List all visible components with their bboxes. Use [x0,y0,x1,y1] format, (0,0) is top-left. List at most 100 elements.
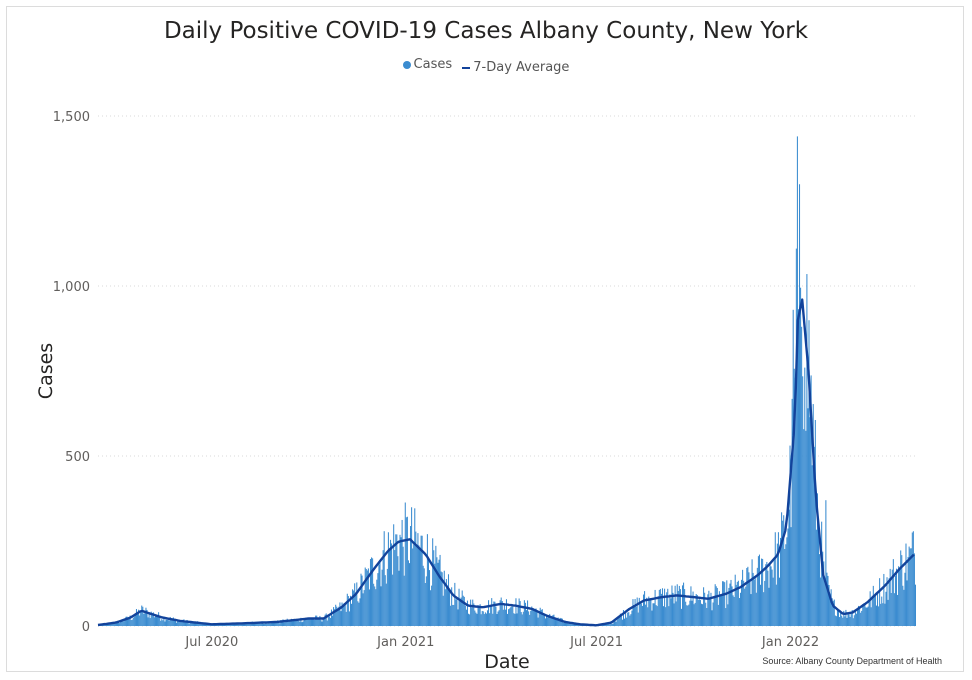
case-bar [665,607,667,626]
case-bar [452,604,454,626]
case-bar [852,618,854,626]
case-bar [821,521,823,626]
case-bar [564,621,567,626]
case-bar [766,561,768,626]
case-bar [619,613,621,626]
case-bar [626,617,628,626]
case-bar [118,620,120,626]
x-tick-label: Jul 2020 [184,635,238,650]
case-bar [320,620,322,626]
case-bar [858,605,860,626]
case-bar [516,613,518,626]
case-bar [438,559,440,626]
case-bar [479,604,481,626]
case-bar [309,619,311,626]
case-bar [811,465,813,626]
case-bar [467,613,470,626]
case-bar [388,550,390,626]
case-bar [713,597,715,626]
case-bar [648,596,650,626]
legend-label-7day-average: 7-Day Average [473,60,570,75]
case-bar [286,618,288,626]
case-bar [514,613,516,626]
case-bar [696,595,698,626]
source-note: Source: Albany County Department of Heal… [762,656,942,666]
y-tick-label: 1,000 [53,280,90,295]
case-bar [478,605,480,626]
case-bar [809,417,811,626]
case-bar [287,621,289,626]
case-bar [615,621,617,626]
case-bar [732,595,734,626]
case-bar [843,610,845,626]
case-bar [795,248,797,626]
case-bar [543,614,545,626]
case-bar [692,591,694,626]
case-bar [621,619,623,626]
case-bar [329,617,331,626]
case-bar [155,616,158,626]
case-bar [279,623,281,626]
case-bar [903,589,905,626]
case-bar [268,623,270,626]
legend-marker-cases [402,60,411,69]
case-bar [556,619,558,626]
case-bar [491,598,493,626]
case-bar [785,544,787,626]
case-bar [663,606,665,626]
case-bar [738,598,740,626]
legend-item-cases[interactable]: Cases [402,57,452,72]
case-bar [518,598,520,626]
case-bar [455,599,457,626]
case-bar [316,615,318,626]
case-bar [141,605,143,626]
case-bar [327,616,329,626]
case-bar [842,617,844,626]
case-bar [226,624,228,626]
case-bar [248,623,250,626]
case-bar [611,623,613,626]
case-bar [328,616,330,626]
case-bar [228,624,230,626]
case-bar [727,604,729,626]
case-bar [759,584,762,626]
case-bar [454,582,456,626]
case-bar [863,603,865,626]
case-bar [855,613,857,626]
case-bar [517,605,519,626]
case-bar [190,621,192,626]
case-bar [207,624,209,626]
case-bar [879,578,881,626]
case-bar [859,607,861,626]
case-bar [884,603,886,626]
case-bar [695,594,697,626]
case-bar [706,607,708,626]
case-bar [547,617,549,626]
case-bar [185,621,187,626]
case-bar [260,623,262,626]
case-bar [416,547,418,626]
case-bar [367,568,369,626]
case-bar [485,613,487,626]
case-bar [123,621,125,626]
case-bar [823,561,825,626]
case-bar [344,603,346,626]
case-bar [617,618,619,626]
case-bar [157,616,159,626]
case-bar [447,574,450,626]
case-bar [395,534,397,626]
case-bar [250,622,252,626]
case-bar [693,604,695,626]
case-bar [659,588,661,626]
case-bar [227,624,229,626]
case-bar [471,607,473,626]
case-bar [456,599,458,626]
legend-item-7day-average[interactable]: 7-Day Average [462,60,569,75]
case-bar [716,587,718,626]
case-bar [184,622,186,626]
case-bar [901,555,903,626]
case-bar [419,548,421,626]
case-bar [658,589,660,626]
case-bar [520,612,522,626]
case-bar [532,609,534,626]
